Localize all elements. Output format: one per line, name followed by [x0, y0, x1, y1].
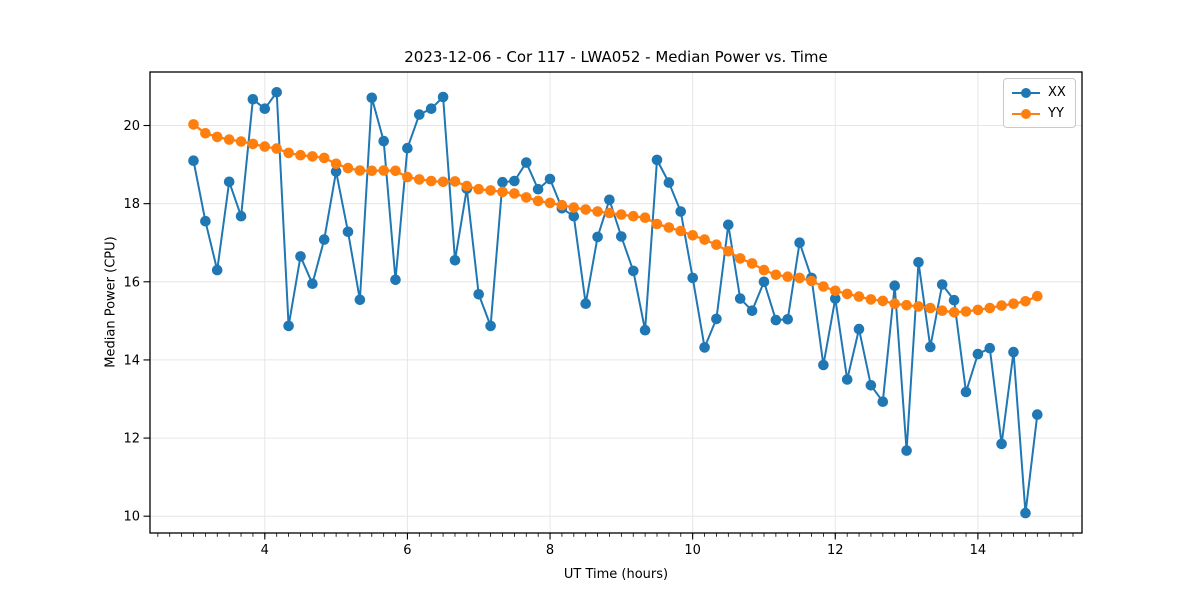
- xx-line: [192, 91, 1039, 515]
- svg-text:6: 6: [403, 543, 411, 558]
- yy-line-marker-sample: [1012, 108, 1040, 119]
- svg-text:14: 14: [123, 353, 140, 368]
- xx-markers: [188, 87, 1043, 519]
- svg-text:20: 20: [123, 119, 140, 134]
- gridlines: [150, 72, 1082, 533]
- svg-text:10: 10: [123, 510, 140, 525]
- yy-markers: [188, 119, 1043, 318]
- svg-text:14: 14: [970, 543, 987, 558]
- svg-text:4: 4: [261, 543, 269, 558]
- legend-item-xx: XX: [1011, 84, 1067, 101]
- legend: XX YY: [1003, 78, 1076, 128]
- y-axis-label: Median Power (CPU): [103, 236, 119, 368]
- legend-label-xx: XX: [1048, 85, 1066, 100]
- x-axis-label: UT Time (hours): [563, 567, 669, 582]
- major-ticks: [143, 124, 979, 540]
- legend-label-yy: YY: [1048, 106, 1064, 121]
- xx-line-marker-sample: [1012, 87, 1040, 98]
- legend-item-yy: YY: [1011, 105, 1067, 122]
- chart-title: 2023-12-06 - Cor 117 - LWA052 - Median P…: [404, 48, 828, 66]
- svg-text:8: 8: [546, 543, 554, 558]
- plot-spines: [149, 71, 1083, 534]
- x-tick-labels: 4 6 8 10 12 14: [261, 543, 986, 558]
- svg-text:12: 12: [827, 543, 844, 558]
- svg-text:10: 10: [684, 543, 701, 558]
- y-tick-labels: 10 12 14 16 18 20: [123, 119, 140, 525]
- svg-text:12: 12: [123, 432, 140, 447]
- svg-text:16: 16: [123, 275, 140, 290]
- xx-series: [188, 87, 1043, 519]
- svg-text:18: 18: [123, 197, 140, 212]
- yy-series: [188, 119, 1043, 318]
